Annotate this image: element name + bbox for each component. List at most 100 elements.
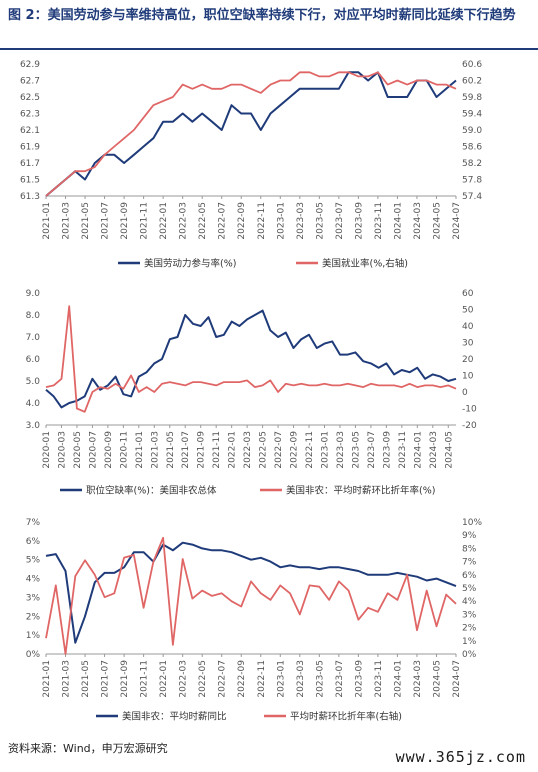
y-left-tick-label: 8.0 — [26, 311, 41, 321]
y-left-tick-label: 1% — [26, 631, 41, 641]
x-tick-label: 2021-01 — [42, 660, 52, 698]
y-right-tick-label: 2% — [462, 624, 477, 634]
y-right-tick-label: 0 — [462, 388, 468, 398]
y-right-tick-label: 0% — [462, 650, 477, 660]
source-note: 资料来源：Wind，申万宏源研究 — [8, 742, 168, 755]
x-tick-label: 2021-09 — [120, 202, 130, 240]
y-right-tick-label: 4% — [462, 597, 477, 607]
series-line-left — [45, 309, 457, 409]
x-tick-label: 2023-09 — [354, 660, 364, 698]
x-tick-label: 2023-05 — [315, 202, 325, 240]
y-right-tick-label: 8% — [462, 544, 477, 554]
x-tick-label: 2022-05 — [259, 431, 269, 469]
y-left-tick-label: 3.0 — [26, 421, 41, 431]
x-tick-label: 2022-07 — [218, 202, 228, 240]
x-tick-label: 2021-05 — [81, 202, 91, 240]
y-right-tick-label: 58.2 — [462, 159, 482, 169]
legend-label: 美国非农：平均时薪环比折年率(%) — [286, 485, 435, 497]
x-tick-label: 2024-07 — [452, 202, 462, 240]
x-tick-label: 2022-01 — [159, 660, 169, 698]
y-left-tick-label: 2% — [26, 612, 41, 622]
x-tick-label: 2024-01 — [393, 660, 403, 698]
x-tick-label: 2020-11 — [119, 431, 129, 469]
x-tick-label: 2022-09 — [237, 202, 247, 240]
x-tick-label: 2022-05 — [198, 202, 208, 240]
y-left-tick-label: 5% — [26, 556, 41, 566]
x-tick-label: 2021-07 — [181, 431, 191, 469]
y-right-tick-label: 3% — [462, 610, 477, 620]
x-tick-label: 2020-07 — [88, 431, 98, 469]
y-right-tick-label: 57.4 — [462, 192, 482, 202]
x-tick-label: 2021-09 — [120, 660, 130, 698]
x-tick-label: 2024-03 — [429, 431, 439, 469]
y-left-tick-label: 7% — [26, 518, 41, 528]
y-right-tick-label: 58.6 — [462, 143, 482, 153]
y-left-tick-label: 61.3 — [20, 192, 40, 202]
series-line-right — [45, 305, 457, 413]
x-tick-label: 2023-01 — [276, 660, 286, 698]
y-right-tick-label: 59.4 — [462, 110, 482, 120]
x-tick-label: 2020-03 — [57, 431, 67, 469]
x-tick-label: 2022-01 — [228, 431, 238, 469]
y-left-tick-label: 62.5 — [20, 93, 40, 103]
x-tick-label: 2021-01 — [135, 431, 145, 469]
x-tick-label: 2022-11 — [305, 431, 315, 469]
y-right-tick-label: 40 — [462, 322, 474, 332]
x-tick-label: 2024-05 — [444, 431, 454, 469]
y-left-tick-label: 6.0 — [26, 355, 41, 365]
x-tick-label: 2023-01 — [276, 202, 286, 240]
y-right-tick-label: -10 — [462, 405, 477, 415]
y-left-tick-label: 62.3 — [20, 110, 40, 120]
x-tick-label: 2020-01 — [42, 431, 52, 469]
watermark: www.365jz.com — [395, 748, 526, 766]
x-tick-label: 2023-07 — [335, 660, 345, 698]
x-tick-label: 2024-05 — [432, 660, 442, 698]
x-tick-label: 2021-07 — [101, 202, 111, 240]
x-tick-label: 2021-01 — [42, 202, 52, 240]
x-tick-label: 2020-05 — [73, 431, 83, 469]
x-tick-label: 2023-03 — [296, 202, 306, 240]
y-left-tick-label: 62.9 — [20, 60, 40, 70]
x-tick-label: 2021-11 — [140, 660, 150, 698]
y-right-tick-label: 30 — [462, 339, 474, 349]
legend-label: 职位空缺率(%)：美国非农总体 — [86, 485, 217, 497]
y-left-tick-label: 4.0 — [26, 399, 41, 409]
x-tick-label: 2023-07 — [335, 202, 345, 240]
y-right-tick-label: 50 — [462, 306, 474, 316]
x-tick-label: 2022-03 — [243, 431, 253, 469]
y-left-tick-label: 61.7 — [20, 159, 40, 169]
x-tick-label: 2024-01 — [393, 202, 403, 240]
chart-3: 0% 1% 2% 3% 4% 5% 6% 7% 0% 1% 2% 3% 4% 5% 6% 7% 8% 9% 10% 2… — [26, 518, 483, 723]
y-right-tick-label: 1% — [462, 637, 477, 647]
x-tick-label: 2023-01 — [320, 431, 330, 469]
y-left-tick-label: 62.7 — [20, 77, 40, 87]
y-right-tick-label: 59.8 — [462, 93, 482, 103]
y-right-tick-label: 6% — [462, 571, 477, 581]
chart-2: 3.0 4.0 5.0 6.0 7.0 8.0 9.0 -20 -10 0 10 20 30 40 50 60… — [26, 289, 477, 497]
y-right-tick-label: 57.8 — [462, 176, 482, 186]
y-left-tick-label: 9.0 — [26, 289, 41, 299]
x-tick-label: 2022-09 — [237, 660, 247, 698]
legend-label: 平均时薪环比折年率(右轴) — [290, 711, 402, 723]
x-tick-label: 2022-05 — [198, 660, 208, 698]
x-tick-label: 2021-03 — [150, 431, 160, 469]
x-tick-label: 2022-03 — [179, 202, 189, 240]
x-tick-label: 2024-07 — [452, 660, 462, 698]
y-left-tick-label: 0% — [26, 650, 41, 660]
x-tick-label: 2021-03 — [62, 660, 72, 698]
legend-label: 美国劳动力参与率(%) — [144, 258, 236, 270]
legend-label: 美国就业率(%,右轴) — [322, 258, 408, 270]
series-line-right — [45, 536, 457, 655]
x-tick-label: 2023-11 — [374, 202, 384, 240]
x-tick-label: 2023-03 — [336, 431, 346, 469]
x-tick-label: 2022-09 — [290, 431, 300, 469]
x-tick-label: 2023-05 — [315, 660, 325, 698]
y-right-tick-label: 59.0 — [462, 126, 482, 136]
y-left-tick-label: 61.5 — [20, 176, 40, 186]
x-tick-label: 2021-05 — [166, 431, 176, 469]
y-left-tick-label: 3% — [26, 593, 41, 603]
x-tick-label: 2023-03 — [296, 660, 306, 698]
legend-label: 美国非农：平均时薪同比 — [122, 711, 227, 723]
x-tick-label: 2021-11 — [212, 431, 222, 469]
